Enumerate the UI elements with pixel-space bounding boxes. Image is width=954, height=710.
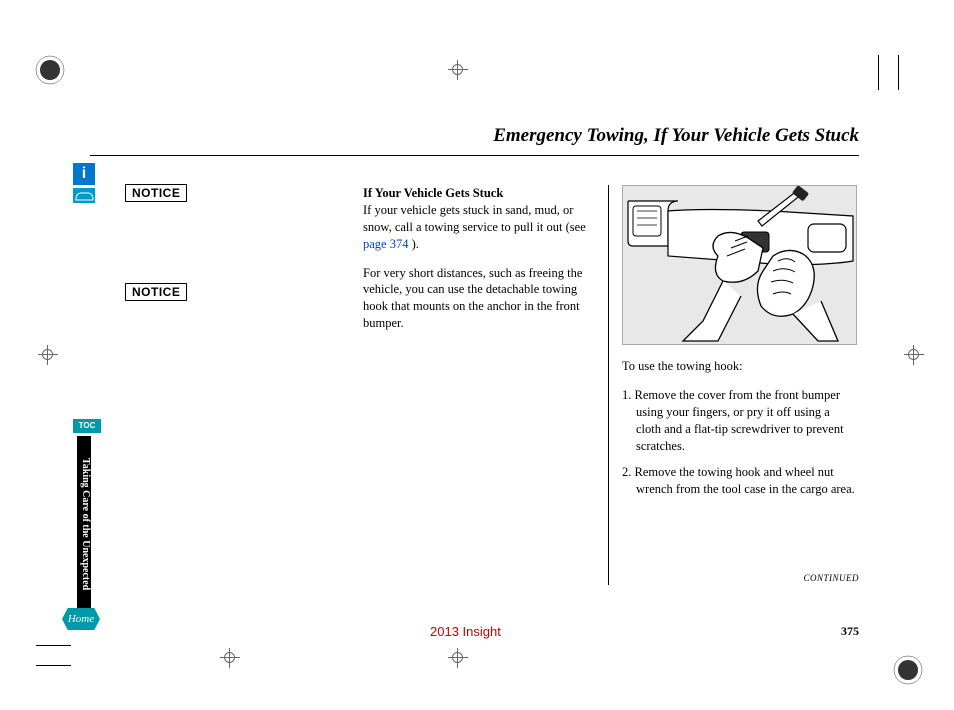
notice-box: NOTICE: [125, 184, 187, 202]
page-title: Emergency Towing, If Your Vehicle Gets S…: [493, 125, 859, 147]
body-column-right: To use the towing hook: 1. Remove the co…: [622, 358, 857, 508]
car-icon[interactable]: [73, 188, 95, 203]
section-tab[interactable]: Taking Care of the Unexpected: [77, 436, 91, 608]
title-rule: [90, 155, 859, 156]
registration-mark: [220, 648, 240, 668]
crop-mark: [898, 55, 918, 90]
registration-mark: [448, 648, 468, 668]
toc-button[interactable]: TOC: [73, 419, 101, 433]
crop-mark: [36, 665, 71, 685]
rosette-mark: [890, 652, 926, 688]
body-text: If your vehicle gets stuck in sand, mud,…: [363, 203, 586, 234]
home-button[interactable]: Home: [62, 608, 100, 630]
crop-mark: [878, 55, 898, 90]
step-item: 2. Remove the towing hook and wheel nut …: [622, 464, 857, 498]
bumper-cover-illustration: [622, 185, 857, 345]
column-divider: [608, 185, 609, 585]
registration-mark: [38, 345, 58, 365]
notice-box: NOTICE: [125, 283, 187, 301]
registration-mark: [904, 345, 924, 365]
continued-label: CONTINUED: [803, 573, 859, 583]
info-icon[interactable]: i: [73, 163, 95, 185]
registration-mark: [448, 60, 468, 80]
step-item: 1. Remove the cover from the front bumpe…: [622, 387, 857, 455]
paragraph: To use the towing hook:: [622, 358, 857, 375]
body-text: ).: [408, 237, 418, 251]
subheading: If Your Vehicle Gets Stuck: [363, 186, 503, 200]
paragraph: For very short distances, such as freein…: [363, 265, 593, 333]
crop-mark: [36, 645, 71, 665]
page-link[interactable]: page 374: [363, 237, 408, 251]
page-number: 375: [841, 624, 859, 639]
paragraph: If Your Vehicle Gets Stuck If your vehic…: [363, 185, 593, 253]
body-column-left: If Your Vehicle Gets Stuck If your vehic…: [363, 185, 593, 344]
rosette-mark: [32, 52, 68, 88]
footer-model-year: 2013 Insight: [430, 624, 501, 639]
